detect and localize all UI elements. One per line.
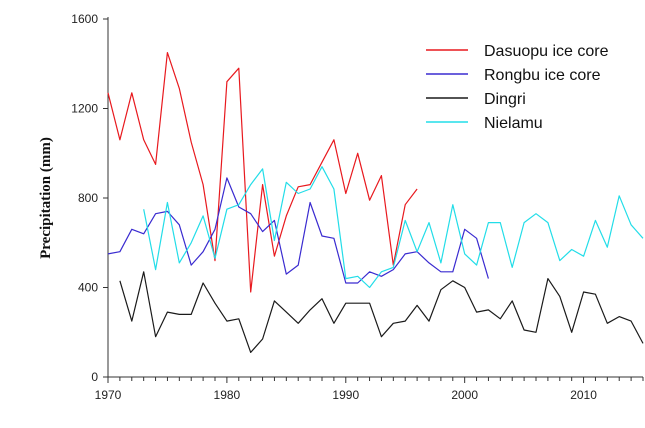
series-line-nielamu xyxy=(143,166,644,289)
y-tick-label: 1200 xyxy=(71,102,98,116)
y-tick-label: 1600 xyxy=(71,12,98,26)
series-line-rongbu-ice-core xyxy=(107,177,489,284)
legend-label-rongbu-ice-core: Rongbu ice core xyxy=(484,67,601,84)
y-axis-title: Precipitation (mm) xyxy=(38,137,54,259)
x-tick-label: 1980 xyxy=(214,388,241,402)
legend: Dasuopu ice core Rongbu ice core Dingri Nie… xyxy=(426,43,609,132)
x-tick-label: 2000 xyxy=(451,388,478,402)
y-tick-label: 0 xyxy=(91,370,98,384)
chart-axes: 0 400 800 1200 1600 1970 1980 1990 2000 2010 xyxy=(71,12,644,402)
x-tick-label: 2010 xyxy=(570,388,597,402)
x-tick-label: 1970 xyxy=(95,388,122,402)
series-line-dasuopu-ice-core xyxy=(107,51,418,293)
y-tick-label: 800 xyxy=(78,191,98,205)
legend-label-dingri: Dingri xyxy=(484,91,526,108)
series-line-dingri xyxy=(119,271,644,353)
x-tick-label: 1990 xyxy=(332,388,359,402)
legend-label-dasuopu-ice-core: Dasuopu ice core xyxy=(484,43,609,60)
y-tick-label: 400 xyxy=(78,281,98,295)
legend-label-nielamu: Nielamu xyxy=(484,115,543,132)
series-layer xyxy=(107,51,644,353)
